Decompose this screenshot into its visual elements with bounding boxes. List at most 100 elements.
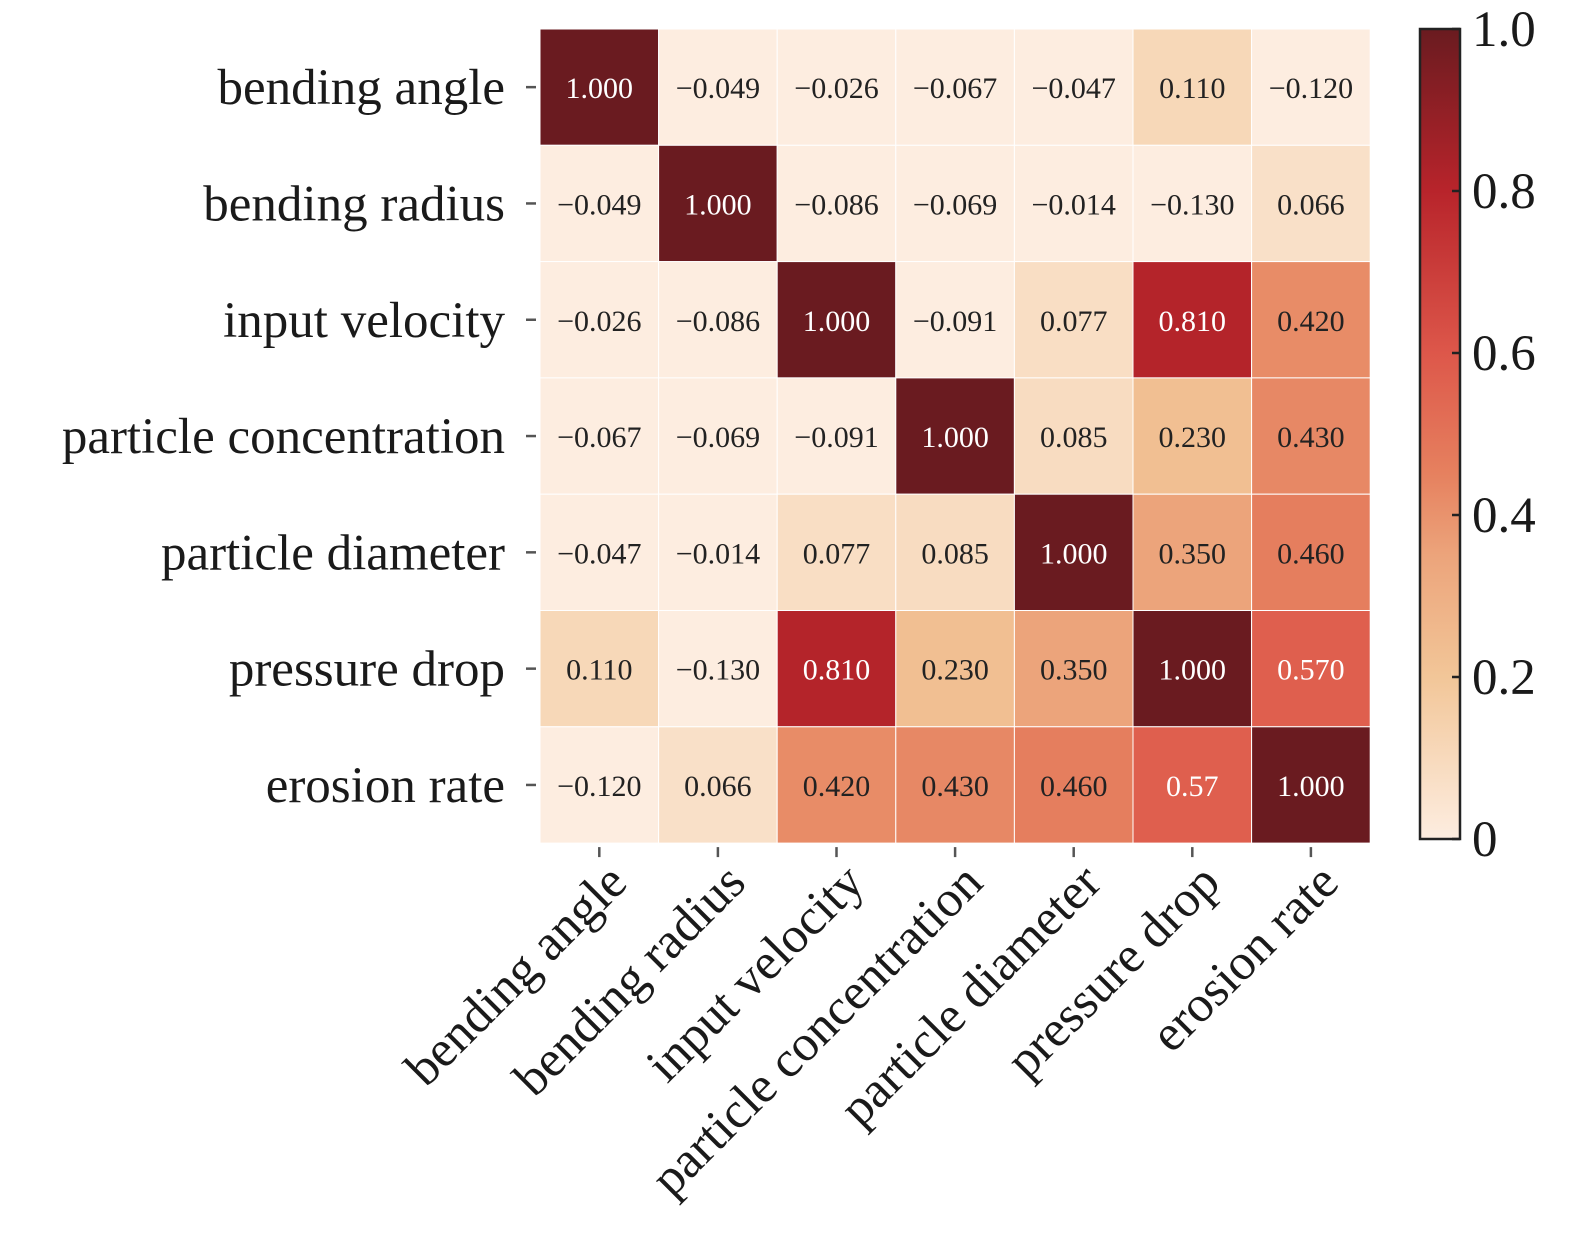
cell-value-label: 0.420 (1277, 305, 1345, 338)
y-tick-label: particle diameter (161, 525, 505, 581)
heatmap-cell (658, 28, 778, 146)
heatmap-cell (539, 610, 660, 728)
heatmap-cell (658, 610, 778, 728)
cell-value-label: 0.230 (921, 654, 989, 687)
cell-value-label: 0.066 (1277, 188, 1345, 221)
heatmap-cell (895, 610, 1015, 728)
heatmap-cell (1132, 261, 1253, 379)
heatmap-cell (1251, 377, 1371, 495)
cell-value-label: 0.460 (1277, 537, 1345, 570)
cell-value-label: 0.077 (1040, 305, 1108, 338)
cell-value-label: −0.120 (557, 770, 641, 803)
colorbar-gradient (1418, 27, 1462, 841)
heatmap-cell (776, 610, 897, 728)
heatmap-cell (1251, 610, 1371, 728)
cell-value-label: 0.110 (1159, 72, 1225, 105)
heatmap-cell (1251, 493, 1371, 612)
cell-value-label: 1.000 (803, 305, 871, 338)
cell-value-label: −0.091 (794, 421, 878, 454)
cell-value-label: 0.077 (803, 537, 871, 570)
colorbar-tick-label: 0 (1472, 812, 1498, 868)
cell-value-label: 0.230 (1159, 421, 1227, 454)
heatmap-cell (895, 377, 1015, 495)
cell-value-label: 1.000 (921, 421, 989, 454)
heatmap-cell-labels: 1.000 −0.049 −0.026 −0.067 −0.047 0.110 −0.120… (557, 72, 1353, 803)
colorbar: 0 0.2 0.4 0.6 0.8 1.0 (1418, 2, 1536, 868)
cell-value-label: −0.049 (676, 72, 760, 105)
colorbar-tick-label: 0.2 (1472, 650, 1536, 706)
cell-value-label: −0.067 (913, 72, 997, 105)
cell-value-label: 0.460 (1040, 770, 1108, 803)
heatmap-cell (1132, 144, 1253, 263)
cell-value-label: 0.810 (803, 654, 871, 687)
cell-value-label: 0.430 (921, 770, 989, 803)
heatmap-cell (1132, 726, 1253, 844)
cell-value-label: 0.110 (566, 654, 632, 687)
cell-value-label: 0.350 (1040, 654, 1108, 687)
heatmap-cell (895, 28, 1015, 146)
heatmap-cell (539, 28, 660, 146)
cell-value-label: 0.350 (1159, 537, 1227, 570)
cell-value-label: 0.570 (1277, 654, 1345, 687)
y-tick-label: pressure drop (229, 642, 505, 698)
cell-value-label: 1.000 (684, 188, 752, 221)
heatmap-cell (658, 261, 778, 379)
heatmap-cell (539, 261, 660, 379)
heatmap-cell (1013, 610, 1134, 728)
cell-value-label: −0.049 (557, 188, 641, 221)
cell-value-label: 0.57 (1166, 770, 1219, 803)
cell-value-label: −0.014 (1031, 188, 1115, 221)
cell-value-label: 0.085 (1040, 421, 1108, 454)
heatmap-cell (776, 261, 897, 379)
y-axis: bending angle bending radius input velocit… (62, 60, 536, 814)
heatmap-cell (1251, 261, 1371, 379)
heatmap-cell (1013, 144, 1134, 263)
colorbar-tick-label: 0.8 (1472, 164, 1536, 220)
cell-value-label: −0.014 (676, 537, 760, 570)
cell-value-label: 0.066 (684, 770, 752, 803)
y-tick-label: bending radius (203, 176, 505, 232)
cell-value-label: −0.120 (1269, 72, 1353, 105)
cell-value-label: 1.000 (1159, 654, 1227, 687)
heatmap-cell (1013, 261, 1134, 379)
cell-value-label: −0.067 (557, 421, 641, 454)
heatmap-cells (539, 28, 1371, 844)
cell-value-label: 1.000 (1277, 770, 1345, 803)
heatmap-cell (1013, 28, 1134, 146)
heatmap-cell (1251, 726, 1371, 844)
heatmap-cell (895, 261, 1015, 379)
heatmap-cell (1132, 377, 1253, 495)
cell-value-label: −0.086 (676, 305, 760, 338)
colorbar-tick-label: 1.0 (1472, 2, 1536, 58)
y-tick-label: input velocity (223, 293, 505, 349)
heatmap-cell (658, 377, 778, 495)
heatmap-cell (539, 144, 660, 263)
cell-value-label: −0.069 (913, 188, 997, 221)
cell-value-label: 1.000 (566, 72, 634, 105)
y-tick-label: particle concentration (62, 409, 505, 465)
heatmap-cell (776, 493, 897, 612)
heatmap-cell (539, 726, 660, 844)
y-tick-label: erosion rate (266, 758, 505, 814)
heatmap-cell (895, 726, 1015, 844)
cell-value-label: −0.130 (1150, 188, 1234, 221)
cell-value-label: −0.069 (676, 421, 760, 454)
heatmap-cell (776, 144, 897, 263)
heatmap-cell (1013, 726, 1134, 844)
cell-value-label: 0.085 (921, 537, 989, 570)
cell-value-label: 0.810 (1159, 305, 1227, 338)
cell-value-label: −0.130 (676, 654, 760, 687)
heatmap-cell (1251, 144, 1371, 263)
heatmap-cell (539, 377, 660, 495)
cell-value-label: −0.047 (1031, 72, 1115, 105)
heatmap-cell (1132, 28, 1253, 146)
cell-value-label: −0.026 (557, 305, 641, 338)
colorbar-tick-label: 0.4 (1472, 488, 1536, 544)
cell-value-label: 0.420 (803, 770, 871, 803)
cell-value-label: −0.086 (794, 188, 878, 221)
colorbar-tick-label: 0.6 (1472, 326, 1536, 382)
y-tick-label: bending angle (218, 60, 506, 116)
